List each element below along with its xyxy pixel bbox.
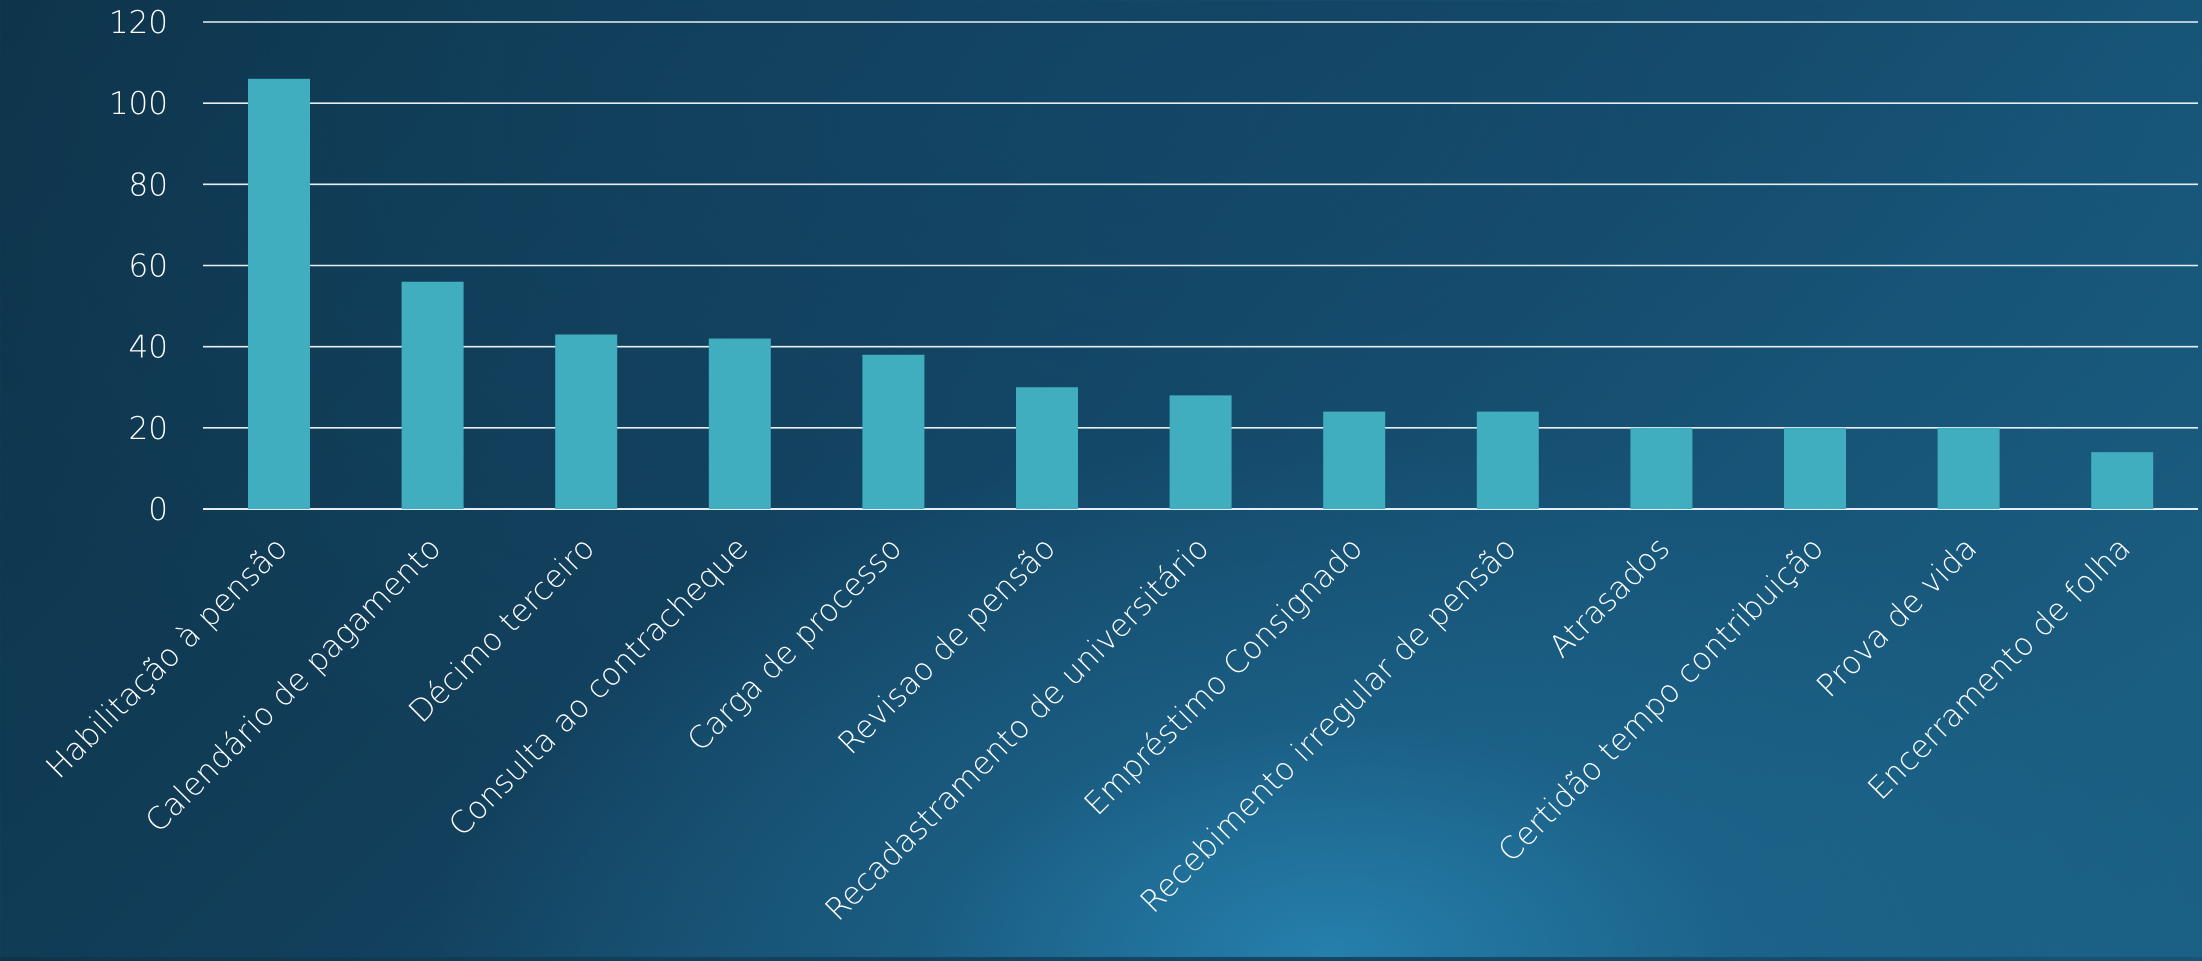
y-tick-label: 60	[129, 249, 168, 285]
bar	[1016, 387, 1078, 509]
y-tick-label: 0	[148, 492, 168, 528]
x-tick-label: Consulta ao contracheque	[442, 530, 755, 843]
y-tick-label: 20	[129, 411, 168, 447]
bar	[401, 281, 464, 509]
bar	[1784, 427, 1846, 509]
bar	[1937, 427, 2000, 509]
bar	[862, 354, 925, 509]
x-tick-label: Atrasados	[1542, 530, 1677, 665]
bar	[1323, 411, 1386, 509]
bar	[555, 334, 618, 509]
y-tick-label: 80	[129, 167, 168, 203]
y-tick-label: 40	[129, 330, 168, 366]
bar	[2091, 452, 2154, 509]
y-tick-label: 120	[109, 5, 168, 41]
bar	[708, 338, 771, 509]
gridlines	[203, 21, 2198, 510]
bars	[248, 78, 2154, 510]
bar	[248, 78, 310, 510]
y-tick-label: 100	[109, 86, 168, 122]
x-tick-label: Encerramento de folha	[1861, 530, 2138, 807]
bar	[1476, 411, 1539, 509]
x-tick-label: Calendário de pagamento	[139, 530, 449, 840]
y-axis-tick-labels: 0 20 40 60 80 100 120	[109, 5, 168, 528]
x-tick-label: Empréstimo Consignado	[1078, 530, 1370, 822]
x-tick-label: Certidão tempo contribuição	[1491, 530, 1830, 869]
x-tick-label: Prova de vida	[1810, 530, 1984, 704]
bar	[1630, 427, 1693, 509]
bar	[1169, 395, 1232, 509]
